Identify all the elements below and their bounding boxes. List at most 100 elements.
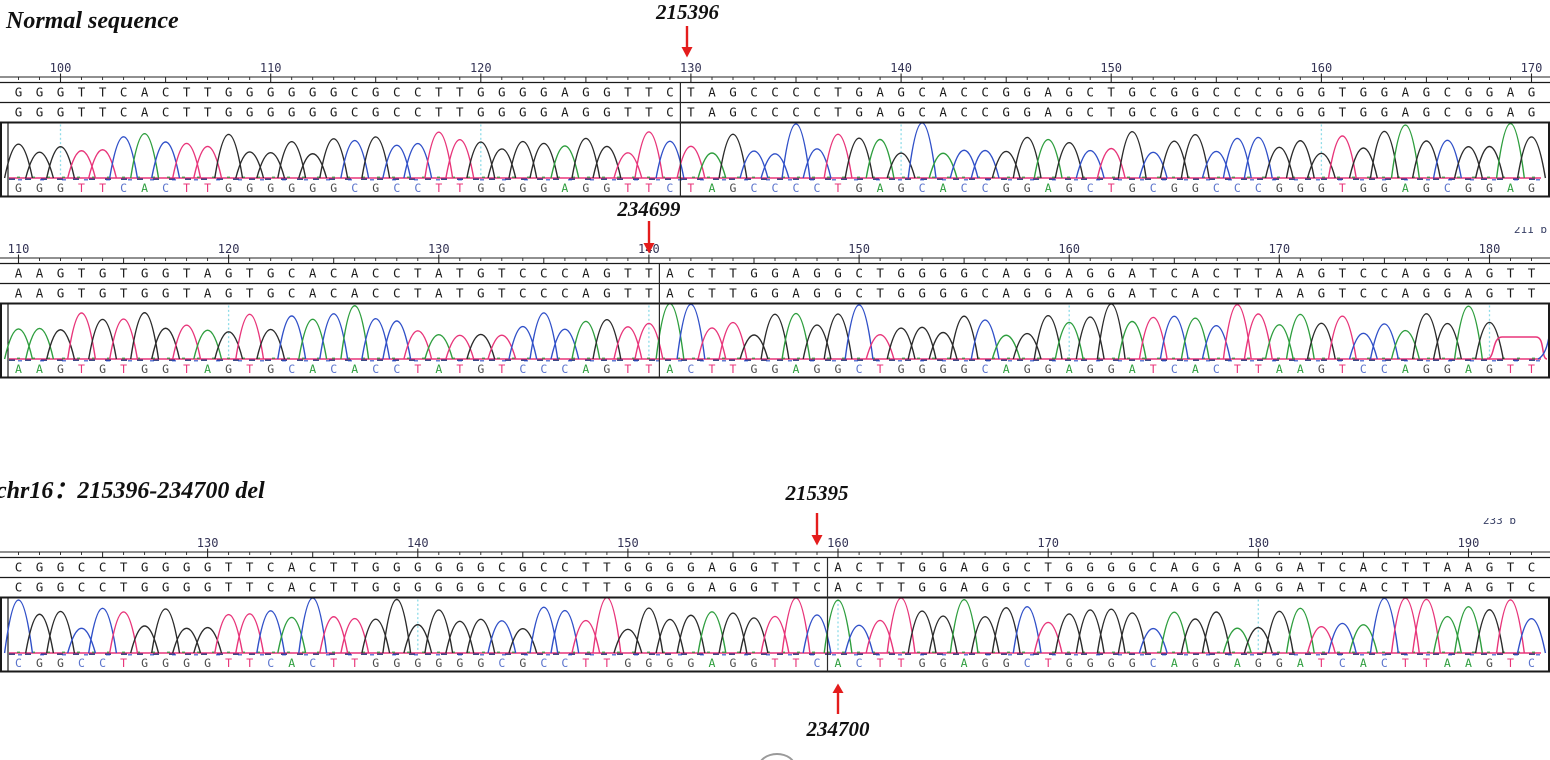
- svg-text:C: C: [1171, 362, 1178, 376]
- svg-text:C: C: [561, 266, 569, 281]
- svg-text:T: T: [793, 656, 800, 670]
- svg-text:G: G: [477, 85, 485, 100]
- svg-text:G: G: [162, 266, 170, 281]
- svg-text:C: C: [814, 656, 821, 670]
- svg-text:C: C: [1255, 85, 1263, 100]
- svg-text:T: T: [225, 560, 233, 575]
- svg-text:C: C: [918, 85, 926, 100]
- svg-text:A: A: [1444, 560, 1452, 575]
- svg-text:A: A: [1044, 105, 1052, 120]
- svg-text:T: T: [99, 85, 107, 100]
- svg-text:C: C: [813, 85, 821, 100]
- svg-text:C: C: [267, 560, 275, 575]
- svg-text:A: A: [1065, 286, 1073, 301]
- svg-text:C: C: [856, 656, 863, 670]
- svg-text:C: C: [981, 85, 989, 100]
- svg-text:G: G: [624, 580, 632, 595]
- svg-text:T: T: [1528, 266, 1536, 281]
- down-arrow-icon: [681, 26, 693, 58]
- chromatogram-panel-normal-2: 110120130140150160170180AAGTGTGGTAGTGCAC…: [0, 233, 1550, 379]
- svg-text:G: G: [1423, 105, 1431, 120]
- svg-text:T: T: [246, 560, 254, 575]
- svg-text:C: C: [855, 266, 863, 281]
- svg-text:T: T: [78, 85, 86, 100]
- svg-text:T: T: [834, 105, 842, 120]
- svg-text:G: G: [940, 362, 947, 376]
- svg-text:A: A: [435, 286, 443, 301]
- svg-text:G: G: [1444, 266, 1452, 281]
- svg-text:G: G: [183, 656, 190, 670]
- svg-text:G: G: [372, 560, 380, 575]
- svg-text:G: G: [372, 580, 380, 595]
- svg-text:C: C: [751, 181, 758, 195]
- svg-text:T: T: [1339, 181, 1346, 195]
- svg-text:T: T: [687, 181, 694, 195]
- svg-text:T: T: [183, 85, 191, 100]
- svg-text:C: C: [855, 560, 863, 575]
- svg-text:T: T: [456, 181, 463, 195]
- svg-text:A: A: [15, 286, 23, 301]
- svg-text:T: T: [1423, 580, 1431, 595]
- svg-text:T: T: [1107, 85, 1115, 100]
- svg-text:G: G: [1318, 266, 1326, 281]
- svg-text:A: A: [1465, 560, 1473, 575]
- svg-text:A: A: [666, 362, 673, 376]
- svg-text:G: G: [1002, 580, 1010, 595]
- svg-text:G: G: [919, 656, 926, 670]
- svg-text:A: A: [309, 286, 317, 301]
- svg-text:C: C: [393, 362, 400, 376]
- svg-text:T: T: [772, 656, 779, 670]
- trace-peaks: [3, 123, 1547, 179]
- svg-text:C: C: [1087, 181, 1094, 195]
- svg-text:C: C: [393, 286, 401, 301]
- svg-text:C: C: [1149, 105, 1157, 120]
- svg-text:G: G: [1318, 286, 1326, 301]
- svg-text:T: T: [204, 85, 212, 100]
- svg-text:G: G: [918, 286, 926, 301]
- svg-text:C: C: [856, 362, 863, 376]
- trace-peaks: [3, 598, 1547, 654]
- svg-text:A: A: [1171, 656, 1178, 670]
- svg-text:C: C: [15, 580, 23, 595]
- svg-text:C: C: [1213, 362, 1220, 376]
- svg-text:G: G: [204, 560, 212, 575]
- svg-text:G: G: [1486, 266, 1494, 281]
- svg-text:T: T: [1339, 266, 1347, 281]
- svg-text:G: G: [1086, 286, 1094, 301]
- svg-text:G: G: [372, 181, 379, 195]
- dotted-position-guides: [417, 599, 1259, 654]
- svg-text:T: T: [1339, 286, 1347, 301]
- svg-text:C: C: [330, 286, 338, 301]
- svg-text:C: C: [981, 286, 989, 301]
- svg-text:G: G: [1276, 656, 1283, 670]
- svg-text:G: G: [57, 266, 65, 281]
- svg-text:C: C: [1234, 181, 1241, 195]
- svg-text:T: T: [1339, 85, 1347, 100]
- svg-text:A: A: [1129, 362, 1136, 376]
- svg-text:C: C: [267, 580, 275, 595]
- svg-text:G: G: [456, 656, 463, 670]
- svg-text:C: C: [1444, 85, 1452, 100]
- svg-text:G: G: [1087, 362, 1094, 376]
- svg-text:G: G: [1423, 266, 1431, 281]
- svg-text:G: G: [603, 266, 611, 281]
- svg-text:G: G: [372, 656, 379, 670]
- svg-text:A: A: [582, 362, 589, 376]
- svg-text:C: C: [1086, 85, 1094, 100]
- svg-text:T: T: [120, 266, 128, 281]
- svg-text:C: C: [519, 362, 526, 376]
- svg-text:G: G: [1213, 560, 1221, 575]
- svg-text:G: G: [918, 266, 926, 281]
- svg-text:C: C: [687, 286, 695, 301]
- svg-text:G: G: [309, 105, 317, 120]
- svg-text:C: C: [351, 85, 359, 100]
- svg-text:A: A: [834, 580, 842, 595]
- trace-peaks: [3, 304, 1548, 360]
- svg-text:G: G: [99, 362, 106, 376]
- svg-text:G: G: [183, 560, 191, 575]
- svg-text:C: C: [99, 580, 107, 595]
- svg-text:C: C: [666, 85, 674, 100]
- svg-text:T: T: [1318, 560, 1326, 575]
